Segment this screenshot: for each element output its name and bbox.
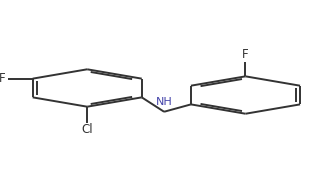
Text: F: F (242, 48, 249, 61)
Text: Cl: Cl (81, 123, 93, 136)
Text: F: F (0, 72, 6, 85)
Text: NH: NH (156, 97, 172, 107)
